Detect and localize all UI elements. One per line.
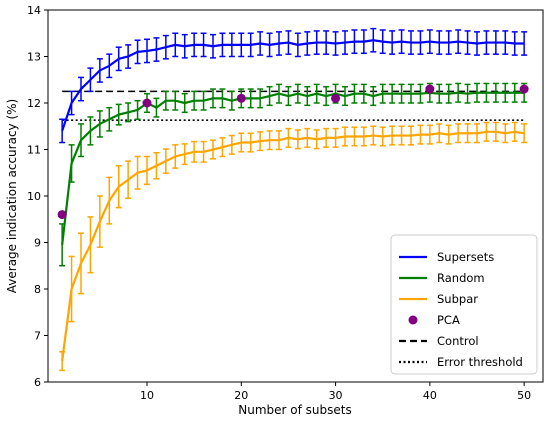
legend: Supersets Random Subpar PCA Control Error thr… <box>390 234 538 375</box>
y-tick-label: 14 <box>27 4 41 17</box>
series-line-subpar <box>61 130 525 362</box>
x-tick-label: 40 <box>423 389 437 402</box>
legend-label-control: Control <box>437 334 479 348</box>
subpar-error-bar <box>521 123 528 144</box>
x-axis-label: Number of subsets <box>238 403 351 417</box>
plot-frame <box>47 9 544 383</box>
y-tick-label: 7 <box>34 330 41 343</box>
y-tick-label: 10 <box>27 190 41 203</box>
legend-marker-pca <box>408 315 418 325</box>
series-line-random <box>61 91 525 245</box>
x-tick-label: 30 <box>329 389 343 402</box>
pca-point <box>142 98 152 108</box>
x-tick-label: 20 <box>234 389 248 402</box>
axis-ticks: 10 20 30 40 50 6 7 8 9 10 11 12 13 14 <box>27 4 531 402</box>
y-axis-label: Average indication accuracy (%) <box>5 99 19 293</box>
legend-label-random: Random <box>437 271 485 285</box>
x-tick-label: 10 <box>140 389 154 402</box>
pca-point <box>425 84 435 94</box>
chart-marks <box>57 27 529 372</box>
pca-point <box>331 93 341 103</box>
pca-point <box>519 84 529 94</box>
supersets-error-bar <box>521 31 528 56</box>
y-tick-label: 8 <box>34 283 41 296</box>
pca-point <box>236 93 246 103</box>
pca-point <box>57 210 67 220</box>
legend-label-supersets: Supersets <box>437 250 494 264</box>
y-tick-label: 6 <box>34 376 41 389</box>
x-tick-label: 50 <box>517 389 531 402</box>
legend-box <box>390 234 538 375</box>
series-line-supersets <box>61 39 525 132</box>
legend-label-error-threshold: Error threshold <box>437 355 523 369</box>
y-tick-label: 13 <box>27 51 41 64</box>
legend-label-subpar: Subpar <box>437 292 478 306</box>
y-tick-label: 12 <box>27 97 41 110</box>
legend-label-pca: PCA <box>437 313 460 327</box>
y-tick-label: 9 <box>34 237 41 250</box>
y-tick-label: 11 <box>27 144 41 157</box>
